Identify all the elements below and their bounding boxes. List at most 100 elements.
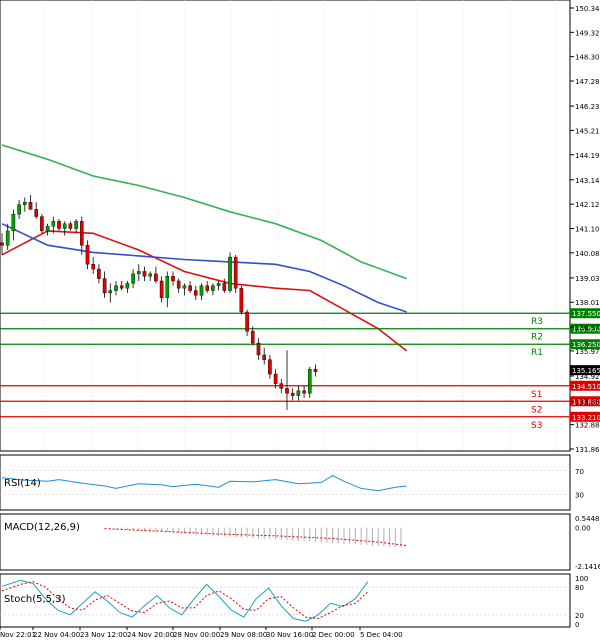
- macd-signal-line: [104, 528, 407, 547]
- stoch-tick-label: 20: [575, 612, 584, 620]
- price-tick-label: 133.860: [575, 398, 600, 406]
- price-tick-label: 142.120: [575, 201, 600, 209]
- candle-body: [62, 223, 67, 229]
- candle-body: [171, 276, 175, 282]
- candle-body: [131, 273, 135, 284]
- rsi-label: RSI(14): [4, 478, 41, 489]
- rsi-tick-label: 30: [575, 491, 584, 499]
- macd-axis: 0.5448 0.00 -2.1416: [575, 515, 600, 571]
- price-tick-label: 146.230: [575, 103, 600, 111]
- stoch-tick-label: 0: [575, 621, 579, 629]
- ma-line-3: [1, 144, 407, 280]
- candle-body: [5, 230, 10, 246]
- current-price-label: 135.165: [572, 367, 600, 375]
- candle-body: [23, 202, 27, 205]
- macd-tick-label: -2.1416: [575, 563, 600, 571]
- candle-body: [273, 373, 278, 384]
- candle-body: [285, 388, 289, 394]
- rsi-grid: [0, 470, 570, 495]
- candle-body: [159, 280, 164, 298]
- current-price-badge: [570, 365, 600, 376]
- level-value-label: 136.250: [572, 341, 600, 349]
- level-value-label: 133.860: [572, 398, 600, 406]
- level-value-badge: [570, 323, 600, 334]
- level-label-s3: S3: [531, 421, 542, 431]
- stoch-lines: [1, 579, 369, 622]
- candle-body: [296, 390, 301, 396]
- level-value-badge: [570, 339, 600, 350]
- candle-body: [279, 383, 284, 389]
- price-axis: 150.340 149.320 148.300 147.280 146.230 145.2…: [570, 5, 600, 454]
- candle-body: [68, 223, 73, 229]
- candle-body: [239, 287, 244, 313]
- time-tick-label: 28 Nov 00:00: [173, 631, 220, 639]
- candle-body: [268, 359, 272, 375]
- candle-body: [211, 285, 215, 291]
- candle-body: [188, 285, 192, 291]
- time-tick-label: 29 Nov 08:00: [220, 631, 267, 639]
- candle-body: [245, 311, 249, 332]
- time-tick-label: 5 Dec 04:00: [360, 631, 403, 639]
- candle-body: [40, 216, 44, 232]
- price-tick-label: 132.880: [575, 422, 600, 430]
- candle-body: [148, 273, 153, 277]
- candle-body: [193, 290, 198, 296]
- candle-body: [165, 276, 170, 298]
- rsi-path: [1, 474, 407, 492]
- candle-body: [79, 221, 84, 246]
- current-price-marker: 135.165: [570, 365, 600, 376]
- candle-body: [216, 283, 221, 286]
- time-tick-label: 2 Dec 00:00: [312, 631, 355, 639]
- candle-body: [290, 392, 295, 396]
- price-tick-label: 134.920: [575, 373, 600, 381]
- candle-body: [57, 221, 61, 229]
- level-value-badge: [570, 396, 600, 407]
- rsi-panel-frame: [0, 454, 571, 511]
- candle-body: [108, 290, 113, 294]
- candle-body: [114, 285, 118, 291]
- macd-panel: MACD(12,26,9) 0.5448 0.00 -2.1416: [0, 513, 600, 571]
- level-label-r2: R2: [531, 333, 543, 343]
- price-tick-label: 149.320: [575, 29, 600, 37]
- pivot-levels: R3 137.550 R2 136.900 R1 136.250 S1 134.510 S2 13…: [0, 308, 600, 431]
- candles: [0, 195, 318, 410]
- candle-body: [250, 330, 255, 344]
- price-tick-label: 144.190: [575, 152, 600, 160]
- level-value-badge: [570, 411, 600, 422]
- candle-body: [302, 390, 306, 394]
- price-tick-label: 145.210: [575, 127, 600, 135]
- candle-body: [51, 221, 56, 227]
- stoch-tick-label: 80: [575, 584, 584, 592]
- candle-body: [17, 204, 21, 215]
- candle-body: [34, 209, 38, 217]
- candle-body: [136, 271, 141, 275]
- level-label-r3: R3: [531, 317, 543, 327]
- candle-body: [85, 245, 90, 265]
- candle-body: [308, 369, 312, 394]
- rsi-axis: 70 30: [575, 468, 584, 500]
- stoch-tick-label: 100: [575, 575, 588, 583]
- price-tick-label: 141.100: [575, 226, 600, 234]
- time-tick-label: 30 Nov 16:00: [266, 631, 313, 639]
- candle-body: [119, 285, 124, 289]
- candle-body: [28, 202, 33, 210]
- level-value-badge: [570, 380, 600, 391]
- candle-body: [182, 285, 187, 289]
- macd-tick-label: 0.00: [575, 525, 591, 533]
- time-tick-label: 24 Nov 20:00: [127, 631, 174, 639]
- macd-signal-path: [104, 528, 407, 547]
- main-panel-frame: [0, 0, 571, 452]
- level-value-label: 136.900: [572, 326, 600, 334]
- level-label-r1: R1: [531, 348, 543, 358]
- time-tick-label: 22 Nov 04:00: [33, 631, 80, 639]
- price-tick-label: 140.080: [575, 250, 600, 258]
- price-tick-label: 139.030: [575, 275, 600, 283]
- candle-body: [205, 285, 210, 291]
- price-tick-label: 138.010: [575, 299, 600, 307]
- candle-body: [142, 271, 147, 277]
- level-label-s2: S2: [531, 405, 542, 415]
- candle-body: [233, 256, 238, 289]
- price-tick-label: 150.340: [575, 5, 600, 13]
